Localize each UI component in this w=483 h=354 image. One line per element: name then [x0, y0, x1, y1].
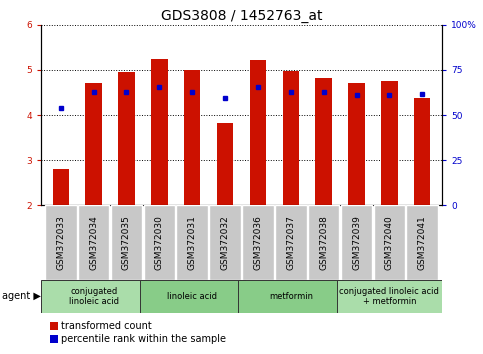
Bar: [53, 169, 69, 205]
Text: GSM372038: GSM372038: [319, 215, 328, 270]
Text: GSM372041: GSM372041: [418, 215, 426, 270]
Bar: [209, 205, 241, 280]
Bar: [45, 205, 76, 280]
Legend: transformed count, percentile rank within the sample: transformed count, percentile rank withi…: [46, 318, 230, 348]
Bar: [283, 71, 299, 205]
Bar: [238, 280, 343, 313]
Text: GDS3808 / 1452763_at: GDS3808 / 1452763_at: [161, 9, 322, 23]
Bar: [78, 205, 110, 280]
Text: conjugated linoleic acid
+ metformin: conjugated linoleic acid + metformin: [340, 287, 440, 306]
Bar: [275, 205, 307, 280]
Bar: [85, 84, 102, 205]
Bar: [118, 72, 135, 205]
Bar: [111, 205, 142, 280]
Text: GSM372030: GSM372030: [155, 215, 164, 270]
Text: conjugated
linoleic acid: conjugated linoleic acid: [69, 287, 119, 306]
Bar: [341, 205, 372, 280]
Text: GSM372031: GSM372031: [188, 215, 197, 270]
Bar: [348, 82, 365, 205]
Text: GSM372036: GSM372036: [254, 215, 262, 270]
Text: GSM372033: GSM372033: [57, 215, 65, 270]
Text: metformin: metformin: [269, 292, 313, 301]
Text: GSM372034: GSM372034: [89, 215, 98, 270]
Bar: [217, 123, 233, 205]
Bar: [308, 205, 340, 280]
Bar: [143, 205, 175, 280]
Text: GSM372032: GSM372032: [221, 215, 229, 270]
Bar: [176, 205, 208, 280]
Bar: [381, 81, 398, 205]
Text: GSM372040: GSM372040: [385, 215, 394, 270]
Bar: [414, 98, 430, 205]
Text: linoleic acid: linoleic acid: [167, 292, 217, 301]
Text: GSM372039: GSM372039: [352, 215, 361, 270]
Bar: [337, 280, 442, 313]
Text: GSM372037: GSM372037: [286, 215, 295, 270]
Bar: [373, 205, 405, 280]
Bar: [151, 59, 168, 205]
Bar: [140, 280, 245, 313]
Text: agent ▶: agent ▶: [2, 291, 41, 302]
Bar: [250, 60, 266, 205]
Text: GSM372035: GSM372035: [122, 215, 131, 270]
Bar: [184, 70, 200, 205]
Bar: [242, 205, 274, 280]
Bar: [315, 78, 332, 205]
Bar: [407, 205, 438, 280]
Bar: [41, 280, 146, 313]
